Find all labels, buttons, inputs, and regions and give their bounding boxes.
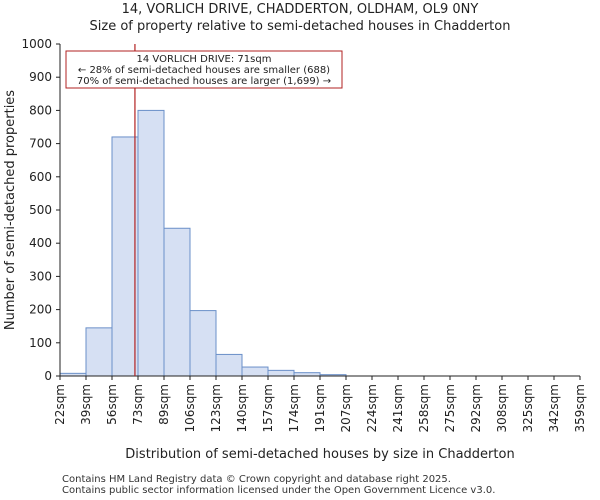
bar-5: [189, 310, 217, 377]
y-tick-label: 0: [44, 369, 52, 383]
bar-3: [137, 109, 165, 377]
annotation-line: 70% of semi-detached houses are larger (…: [77, 76, 331, 87]
bar-series: [59, 109, 347, 377]
chart-subtitle: Size of property relative to semi-detach…: [89, 19, 511, 34]
bar-8: [267, 369, 295, 377]
x-tick-label: 157sqm: [261, 384, 275, 432]
x-tick-label: 275sqm: [443, 384, 457, 432]
annotation-line: 14 VORLICH DRIVE: 71sqm: [137, 54, 272, 65]
annotation-group: 14 VORLICH DRIVE: 71sqm← 28% of semi-det…: [65, 50, 343, 89]
footer-line-2: Contains public sector information licen…: [62, 485, 496, 496]
x-tick-label: 207sqm: [339, 384, 353, 432]
x-tick-label: 39sqm: [79, 384, 93, 425]
x-tick-label: 22sqm: [53, 384, 67, 425]
y-tick-label: 500: [29, 203, 52, 217]
x-tick-label: 359sqm: [573, 384, 587, 432]
y-tick-label: 400: [29, 236, 52, 250]
x-tick-label: 140sqm: [235, 384, 249, 432]
x-tick-label: 106sqm: [183, 384, 197, 432]
x-tick-label: 292sqm: [469, 384, 483, 432]
x-tick-label: 56sqm: [105, 384, 119, 425]
y-tick-label: 1000: [21, 37, 52, 51]
x-axis-label: Distribution of semi-detached houses by …: [125, 447, 514, 462]
x-tick-label: 174sqm: [287, 384, 301, 432]
x-tick-label: 325sqm: [521, 384, 535, 432]
bar-6: [215, 353, 243, 377]
x-tick-label: 241sqm: [391, 384, 405, 432]
footer-line-1: Contains HM Land Registry data © Crown c…: [62, 474, 451, 485]
y-tick-label: 100: [29, 336, 52, 350]
y-axis-ticks: 0 100 200 300 400 500 600 700 800 900 1000: [21, 37, 60, 383]
x-tick-label: 224sqm: [365, 384, 379, 432]
y-tick-label: 600: [29, 170, 52, 184]
x-tick-label: 308sqm: [495, 384, 509, 432]
x-tick-label: 258sqm: [417, 384, 431, 432]
y-tick-label: 300: [29, 269, 52, 283]
y-tick-label: 700: [29, 137, 52, 151]
x-tick-label: 123sqm: [209, 384, 223, 432]
x-tick-label: 342sqm: [547, 384, 561, 432]
x-tick-label: 191sqm: [313, 384, 327, 432]
annotation-line: ← 28% of semi-detached houses are smalle…: [78, 65, 330, 76]
bar-4: [163, 227, 191, 377]
bar-2: [111, 136, 139, 377]
y-axis-label: Number of semi-detached properties: [3, 90, 18, 330]
y-tick-label: 900: [29, 70, 52, 84]
annotation-box: [65, 50, 343, 89]
y-tick-label: 800: [29, 103, 52, 117]
y-tick-label: 200: [29, 303, 52, 317]
x-tick-label: 73sqm: [131, 384, 145, 425]
bar-7: [241, 366, 269, 377]
chart-title: 14, VORLICH DRIVE, CHADDERTON, OLDHAM, O…: [121, 2, 479, 17]
bar-1: [85, 327, 113, 377]
x-axis-ticks: 22sqm 39sqm 56sqm 73sqm 89sqm 106sqm 123sqm 140…: [53, 376, 587, 432]
x-tick-label: 89sqm: [157, 384, 171, 425]
